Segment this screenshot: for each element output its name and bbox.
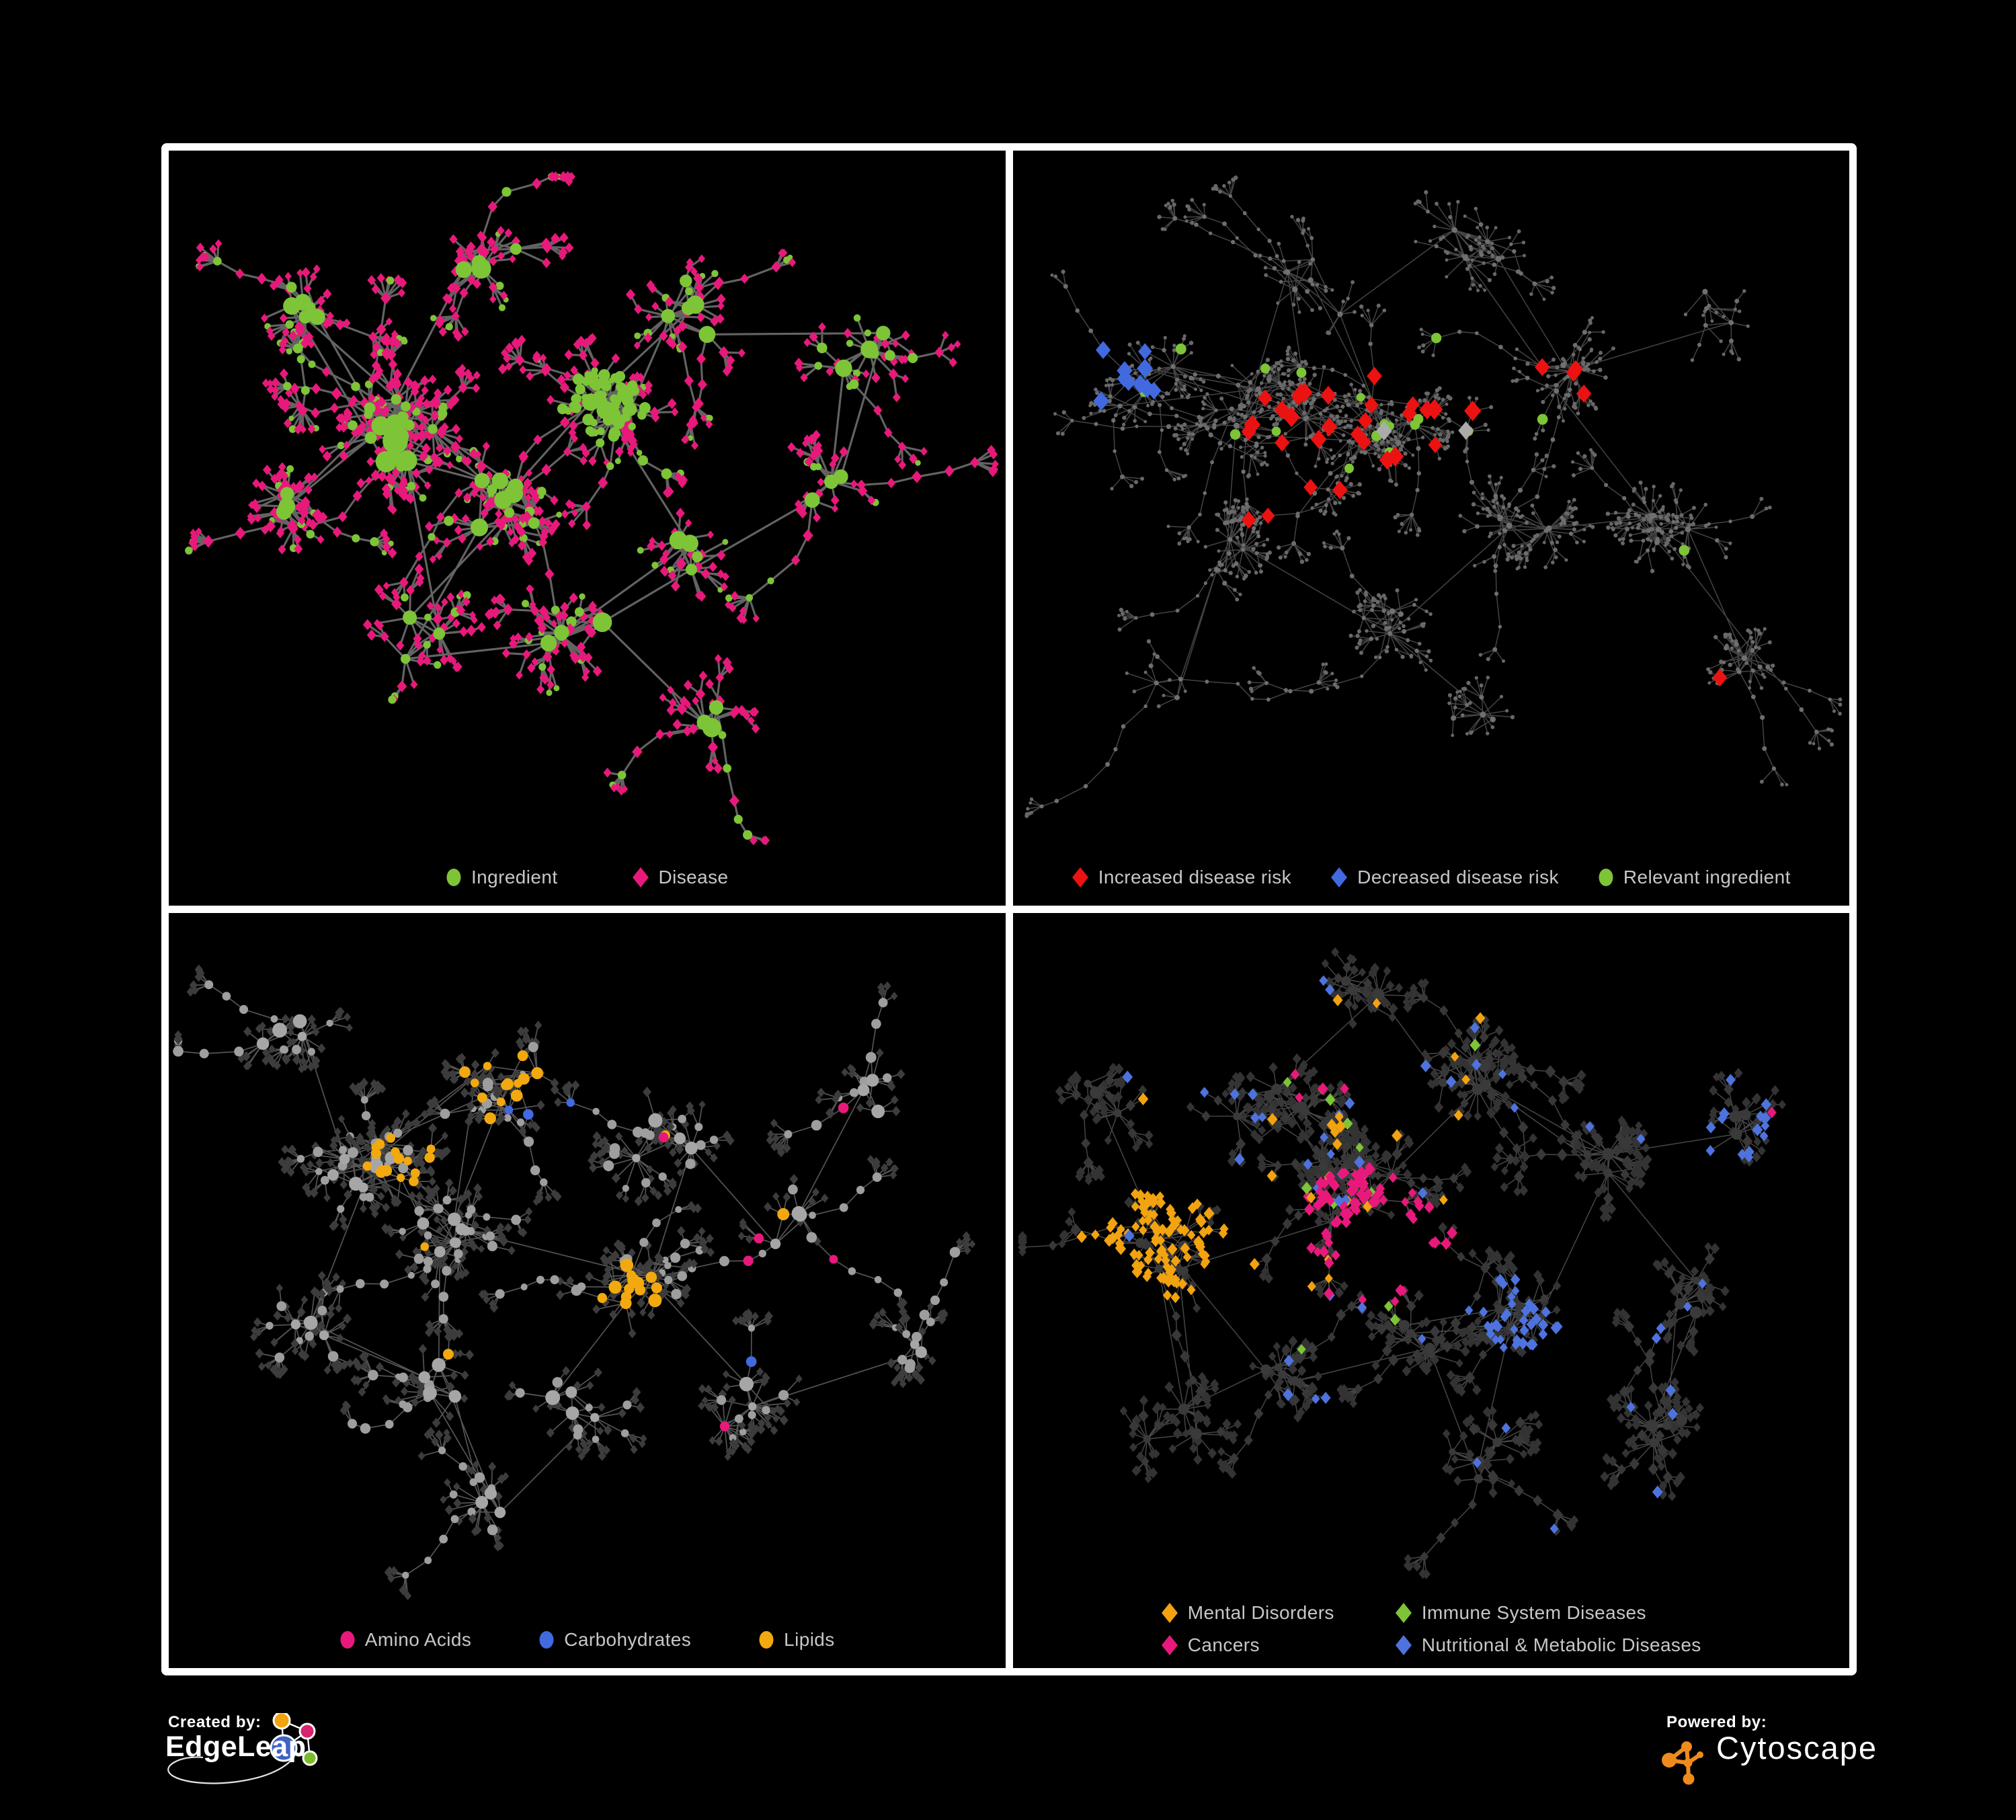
- legend-disease-risk: Increased disease risk Decreased disease …: [1013, 867, 1850, 888]
- cytoscape-logo-icon: [1662, 1741, 1703, 1785]
- panel-disease-risk: Increased disease risk Decreased disease …: [1012, 151, 1850, 906]
- edgeleap-pink-node: [298, 1723, 316, 1740]
- legend-disease-classes: Mental Disorders Immune System Diseases Ca…: [1013, 1602, 1850, 1656]
- legend-item: Immune System Diseases: [1395, 1602, 1701, 1624]
- legend-diamond-icon: [1395, 1603, 1412, 1623]
- legend-item-label: Nutritional & Metabolic Diseases: [1421, 1634, 1701, 1655]
- legend-ingredient-classes: Amino Acids Carbohydrates Lipids: [169, 1629, 1006, 1651]
- cytoscape-wordmark: Cytoscape: [1716, 1730, 1878, 1766]
- legend-item-label: Immune System Diseases: [1421, 1602, 1646, 1623]
- edgeleap-green-node: [302, 1750, 318, 1766]
- network-disease-classes: [1017, 947, 1786, 1579]
- network-disease-risk: [1024, 175, 1842, 818]
- edgeleap-credit: Created by: EdgeLeap: [163, 1713, 432, 1814]
- panel-ingredient-classes: Amino Acids Carbohydrates Lipids: [169, 913, 1006, 1668]
- panel-grid: Ingredient Disease Increased disease risk…: [161, 143, 1857, 1675]
- legend-ingredient-disease: Ingredient Disease: [169, 867, 1006, 888]
- legend-item: Decreased disease risk: [1330, 867, 1559, 888]
- legend-item-label: Disease: [658, 867, 729, 887]
- edgeleap-wordmark: EdgeLeap: [165, 1731, 307, 1763]
- panel-ingredient-disease: Ingredient Disease: [169, 151, 1006, 906]
- legend-item: Mental Disorders: [1161, 1602, 1334, 1624]
- created-by-caption: Created by:: [168, 1713, 261, 1731]
- legend-item: Increased disease risk: [1072, 867, 1291, 888]
- legend-item-label: Relevant ingredient: [1623, 867, 1791, 887]
- legend-diamond-icon: [1395, 1635, 1412, 1655]
- legend-diamond-icon: [1161, 1603, 1178, 1623]
- legend-diamond-icon: [1072, 867, 1088, 887]
- legend-item-label: Ingredient: [471, 867, 558, 887]
- legend-item: Disease: [632, 867, 729, 888]
- legend-ellipse-icon: [539, 1631, 554, 1649]
- legend-item-label: Decreased disease risk: [1357, 867, 1559, 887]
- legend-item-label: Cancers: [1187, 1634, 1260, 1655]
- legend-item: Carbohydrates: [538, 1629, 691, 1651]
- powered-by-caption: Powered by:: [1666, 1713, 1767, 1731]
- legend-ellipse-icon: [1599, 869, 1613, 886]
- legend-item-label: Carbohydrates: [564, 1629, 692, 1650]
- cytoscape-credit: Powered by: Cytoscape: [1660, 1713, 1882, 1794]
- legend-item: Relevant ingredient: [1598, 867, 1791, 888]
- legend-item: Lipids: [758, 1629, 835, 1651]
- edgeleap-orange-node: [272, 1713, 291, 1730]
- legend-item-label: Increased disease risk: [1098, 867, 1292, 887]
- edgeleap-logo-icon: [167, 1713, 318, 1784]
- panel-disease-classes: Mental Disorders Immune System Diseases Ca…: [1012, 913, 1850, 1668]
- legend-item: Ingredient: [446, 867, 558, 888]
- network-ingredient-classes: [173, 964, 976, 1601]
- legend-ellipse-icon: [340, 1631, 355, 1649]
- edgeleap-blue-node: [270, 1734, 298, 1762]
- legend-diamond-icon: [1331, 867, 1348, 887]
- legend-diamond-icon: [1161, 1635, 1178, 1655]
- legend-item: Cancers: [1161, 1634, 1334, 1656]
- legend-item-label: Amino Acids: [364, 1629, 472, 1650]
- legend-ellipse-icon: [446, 869, 461, 886]
- legend-diamond-icon: [632, 867, 649, 887]
- legend-item-label: Lipids: [784, 1629, 835, 1650]
- legend-item: Amino Acids: [339, 1629, 471, 1651]
- legend-item: Nutritional & Metabolic Diseases: [1395, 1634, 1701, 1656]
- legend-ellipse-icon: [759, 1631, 774, 1649]
- network-ingredient-disease: [185, 171, 999, 846]
- legend-item-label: Mental Disorders: [1187, 1602, 1334, 1623]
